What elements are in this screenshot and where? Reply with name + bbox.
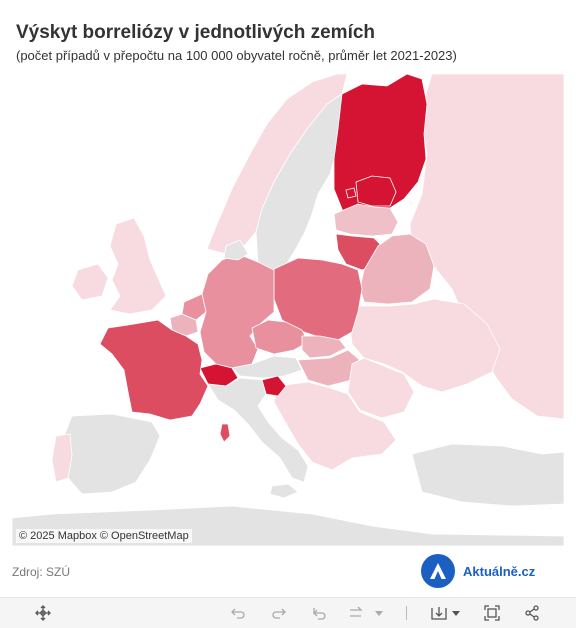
share-icon[interactable]: [523, 604, 541, 622]
brand-logo[interactable]: Aktuálně.cz: [421, 554, 535, 588]
region-germany[interactable]: [199, 253, 275, 369]
region-ireland[interactable]: [71, 263, 109, 301]
undo-icon[interactable]: [229, 604, 247, 622]
region-denmark[interactable]: [223, 239, 249, 261]
region-portugal[interactable]: [51, 433, 73, 483]
region-austria[interactable]: [231, 355, 303, 379]
region-romania[interactable]: [347, 357, 415, 419]
region-france[interactable]: [99, 319, 209, 421]
brand-name: Aktuálně.cz: [463, 563, 536, 579]
region-corsica[interactable]: [219, 423, 231, 443]
region-netherlands[interactable]: [181, 293, 207, 321]
region-ukraine[interactable]: [349, 298, 501, 393]
viz-toolbar: [0, 597, 576, 628]
region-turkey[interactable]: [411, 443, 564, 507]
download-icon[interactable]: [430, 604, 462, 622]
choropleth-map[interactable]: © 2025 Mapbox © OpenStreetMap: [12, 74, 564, 546]
mapbox-attribution-link[interactable]: © 2025 Mapbox: [19, 530, 97, 542]
region-slovakia[interactable]: [301, 335, 347, 359]
redo-icon[interactable]: [270, 604, 288, 622]
region-estonia[interactable]: [355, 175, 397, 207]
region-sicily[interactable]: [269, 483, 299, 499]
map-canvas[interactable]: [12, 74, 564, 546]
fullscreen-icon[interactable]: [483, 604, 501, 622]
brand-a-icon: [421, 554, 455, 588]
source-note: Zdroj: SZÚ: [12, 565, 71, 579]
revert-icon[interactable]: [310, 604, 328, 622]
move-icon[interactable]: [34, 604, 52, 622]
region-italy[interactable]: [207, 377, 309, 483]
map-title: Výskyt borreliózy v jednotlivých zemích: [16, 22, 376, 43]
map-attribution: © 2025 Mapbox © OpenStreetMap: [16, 529, 192, 543]
osm-attribution-link[interactable]: © OpenStreetMap: [99, 530, 189, 542]
map-subtitle: (počet případů v přepočtu na 100 000 oby…: [16, 48, 457, 63]
region-latvia[interactable]: [333, 203, 399, 237]
region-saaremaa[interactable]: [345, 187, 357, 199]
refresh-icon[interactable]: [346, 604, 386, 622]
region-united-kingdom[interactable]: [109, 217, 167, 315]
toolbar-separator: [406, 606, 407, 620]
region-balkans[interactable]: [273, 381, 397, 471]
